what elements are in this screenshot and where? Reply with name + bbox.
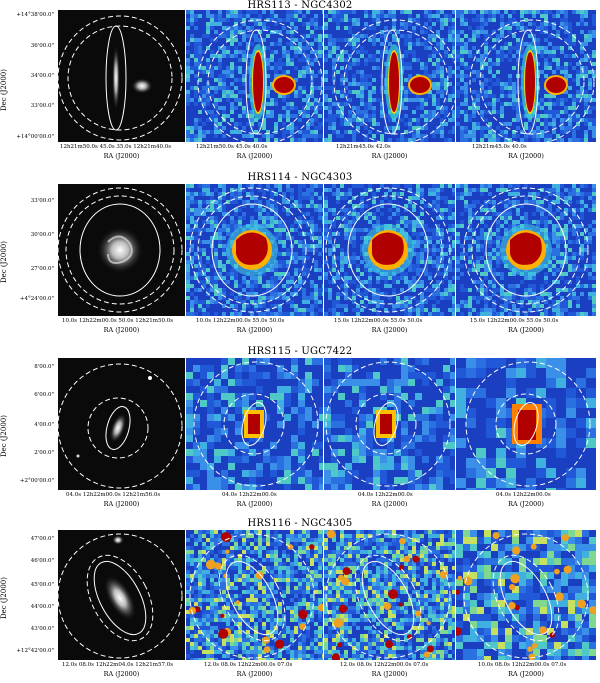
ra-ticks: 12h21m45.0s 40.0s bbox=[472, 144, 527, 150]
far-infrared-map-500um bbox=[456, 358, 596, 490]
dec-tick: 43'00.0" bbox=[30, 626, 54, 632]
far-infrared-map-250um bbox=[186, 530, 323, 660]
ra-axis-label: RA (J2000) bbox=[103, 152, 140, 160]
ra-ticks: 10.0s 12h22m00.0s 50.0s 12h21m50.0s bbox=[62, 318, 174, 324]
far-infrared-map-250um bbox=[186, 10, 323, 142]
row-title: HRS116 - NGC4305 bbox=[247, 518, 353, 529]
far-infrared-map-350um bbox=[324, 184, 455, 316]
ra-ticks: 04.0s 12h22m00.0s bbox=[496, 492, 551, 498]
dec-tick: 44'00.0" bbox=[30, 604, 54, 610]
dec-tick: 2'00.0" bbox=[34, 450, 54, 456]
far-infrared-map-350um bbox=[324, 10, 455, 142]
ra-ticks: 04.0s 12h22m00.0s 12h21m56.0s bbox=[66, 492, 161, 498]
dec-tick: 36'00.0" bbox=[30, 43, 54, 49]
ra-ticks: 12h21m50.0s 45.0s 35.0s 12h21m40.0s bbox=[60, 144, 172, 150]
ra-axis-label: RA (J2000) bbox=[103, 326, 140, 334]
ra-axis-label: RA (J2000) bbox=[508, 326, 544, 334]
optical-image-panel bbox=[58, 184, 185, 316]
dec-axis-label: Dec (J2000) bbox=[0, 415, 8, 457]
dec-tick: 45'00.0" bbox=[30, 582, 54, 588]
dec-tick: +14°38'00.0" bbox=[16, 12, 54, 18]
far-infrared-map-500um bbox=[456, 530, 596, 660]
ra-ticks: 12h21m45.0s 42.0s bbox=[336, 144, 391, 150]
ra-axis-label: RA (J2000) bbox=[103, 500, 140, 508]
row-title: HRS114 - NGC4303 bbox=[247, 172, 353, 183]
optical-image-panel bbox=[58, 530, 185, 660]
dec-tick: +4°24'00.0" bbox=[19, 296, 54, 302]
ra-axis-label: RA (J2000) bbox=[371, 326, 408, 334]
dec-tick: 30'00.0" bbox=[30, 232, 54, 238]
ra-ticks: 15.0s 12h22m00.0s 55.0s 50.0s bbox=[470, 318, 559, 324]
ra-ticks: 12.0s 08.0s 12h22m00.0s 07.0s bbox=[204, 662, 293, 668]
dec-tick: 33'00.0" bbox=[30, 198, 54, 204]
ra-axis-label: RA (J2000) bbox=[371, 670, 408, 678]
dec-tick: 33'00.0" bbox=[30, 103, 54, 109]
ra-axis-label: RA (J2000) bbox=[236, 152, 273, 160]
dec-tick: 8'00.0" bbox=[34, 364, 54, 370]
ra-ticks: 10.0s 08.0s 12h22m00.0s 07.0s bbox=[478, 662, 567, 668]
dec-tick: 34'00.0" bbox=[30, 73, 54, 79]
ra-axis-label: RA (J2000) bbox=[236, 670, 273, 678]
dec-tick: 27'00.0" bbox=[30, 266, 54, 272]
far-infrared-map-500um bbox=[456, 10, 596, 142]
row-title: HRS113 - NGC4302 bbox=[247, 0, 353, 11]
far-infrared-map-250um bbox=[186, 184, 323, 316]
ra-ticks: 12.0s 08.0s 12h22m04.0s 12h21m57.0s bbox=[62, 662, 174, 668]
far-infrared-map-350um bbox=[324, 358, 455, 490]
ra-axis-label: RA (J2000) bbox=[508, 152, 544, 160]
row-hrs115: HRS115 - UGC7422 Dec (J2000) 8'00.0" 6'0… bbox=[0, 346, 600, 516]
ra-axis-label: RA (J2000) bbox=[371, 152, 408, 160]
ra-ticks: 12.0s 08.0s 12h22m00.0s 07.0s bbox=[340, 662, 429, 668]
optical-image-panel bbox=[58, 10, 185, 142]
dec-tick: 4'00.0" bbox=[34, 422, 54, 428]
row-hrs113: HRS113 - NGC4302 Dec (J2000) +14°38'00.0… bbox=[0, 0, 600, 170]
ra-axis-label: RA (J2000) bbox=[508, 670, 544, 678]
row-hrs114: HRS114 - NGC4303 Dec (J2000) 33'00.0" 30… bbox=[0, 172, 600, 342]
ra-axis-label: RA (J2000) bbox=[103, 670, 140, 678]
ra-axis-label: RA (J2000) bbox=[236, 326, 273, 334]
ra-ticks: 15.0s 12h22m00.0s 55.0s 50.0s bbox=[334, 318, 423, 324]
dec-tick: 6'00.0" bbox=[34, 392, 54, 398]
dec-axis-label: Dec (J2000) bbox=[0, 69, 8, 111]
ra-ticks: 04.0s 12h22m00.0s bbox=[222, 492, 277, 498]
row-title: HRS115 - UGC7422 bbox=[247, 346, 353, 357]
ra-axis-label: RA (J2000) bbox=[236, 500, 273, 508]
dec-tick: 47'00.0" bbox=[30, 536, 54, 542]
ra-axis-label: RA (J2000) bbox=[371, 500, 408, 508]
ra-ticks: 12h21m50.0s 45.0s 40.0s bbox=[196, 144, 268, 150]
ra-axis-label: RA (J2000) bbox=[508, 500, 544, 508]
row-hrs116: HRS116 - NGC4305 Dec (J2000) 47'00.0" 46… bbox=[0, 518, 600, 683]
dec-tick: +14°00'00.0" bbox=[16, 134, 54, 140]
optical-image-panel bbox=[58, 358, 185, 490]
far-infrared-map-500um bbox=[456, 184, 596, 316]
far-infrared-map-350um bbox=[324, 530, 455, 660]
dec-axis-label: Dec (J2000) bbox=[0, 241, 8, 283]
dec-tick: 46'00.0" bbox=[30, 558, 54, 564]
dec-tick: +12°42'00.0" bbox=[16, 648, 54, 654]
ra-ticks: 04.0s 12h22m00.0s bbox=[358, 492, 413, 498]
ra-ticks: 10.0s 12h22m00.0s 55.0s 50.0s bbox=[196, 318, 285, 324]
dec-axis-label: Dec (J2000) bbox=[0, 577, 8, 619]
dec-tick: +2°00'00.0" bbox=[19, 478, 54, 484]
far-infrared-map-250um bbox=[186, 358, 323, 490]
